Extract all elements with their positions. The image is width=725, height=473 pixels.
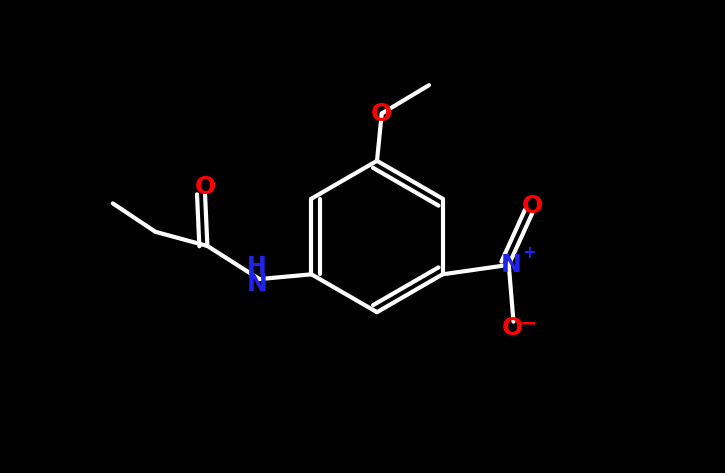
Text: O: O [194,175,215,199]
Text: O: O [522,194,543,218]
Text: +: + [522,244,536,262]
Text: O: O [371,102,392,125]
Text: N: N [247,272,268,296]
Text: O: O [502,316,523,340]
Text: H: H [247,255,267,279]
Text: N: N [501,253,521,277]
Text: −: − [520,314,537,334]
